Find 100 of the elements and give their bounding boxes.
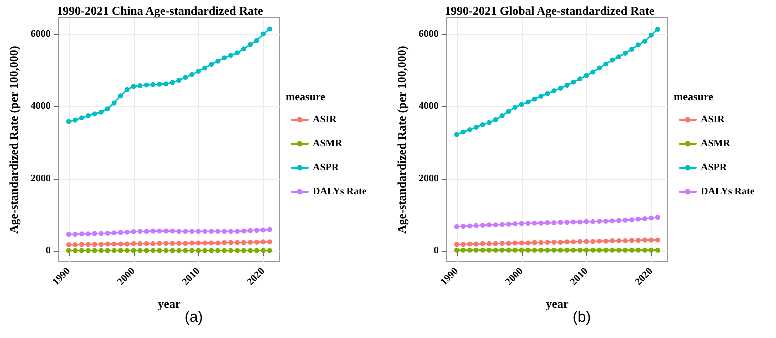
point — [454, 248, 460, 253]
point — [216, 229, 221, 234]
point — [578, 220, 583, 225]
point — [112, 248, 117, 254]
point — [571, 80, 576, 85]
point — [454, 242, 460, 248]
point — [512, 240, 518, 246]
point — [66, 232, 72, 238]
point — [176, 229, 182, 234]
legend-label: ASPR — [313, 162, 340, 174]
y-axis-title: Age-standardized Rate (per 100,000) — [7, 46, 21, 234]
point — [578, 248, 583, 253]
point — [66, 248, 72, 254]
point — [222, 56, 228, 61]
point — [532, 248, 538, 253]
point — [532, 96, 538, 102]
y-axis-title: Age-standardized Rate (per 100,000) — [395, 46, 409, 234]
point — [578, 239, 583, 244]
point — [86, 232, 91, 237]
point — [228, 240, 234, 246]
point — [150, 228, 156, 234]
point — [506, 222, 512, 227]
point — [480, 241, 486, 246]
point — [170, 80, 176, 86]
point — [538, 220, 544, 226]
point — [610, 248, 616, 253]
point — [242, 228, 247, 234]
point — [228, 53, 234, 58]
point — [486, 120, 492, 126]
point — [636, 42, 641, 48]
point — [474, 248, 479, 253]
point — [98, 242, 104, 248]
point — [519, 248, 524, 253]
point — [144, 248, 150, 254]
point — [564, 240, 570, 245]
point — [493, 241, 498, 246]
point — [112, 242, 117, 247]
point — [584, 219, 590, 224]
point — [545, 248, 550, 253]
point — [164, 82, 169, 87]
legend-label: ASMR — [313, 138, 344, 150]
point — [170, 228, 176, 234]
point — [519, 240, 524, 246]
point — [630, 238, 635, 244]
point — [254, 240, 260, 245]
point — [112, 100, 117, 106]
point — [254, 38, 260, 44]
point — [183, 241, 188, 246]
point — [66, 119, 72, 124]
point — [222, 240, 228, 246]
point — [538, 94, 544, 99]
point — [623, 50, 628, 56]
point — [235, 229, 240, 234]
point — [144, 229, 150, 234]
y-tick-label: 0 — [46, 246, 51, 257]
point — [655, 248, 660, 253]
point — [222, 248, 228, 254]
point — [196, 240, 202, 246]
point — [597, 238, 602, 244]
point — [636, 238, 641, 244]
point — [564, 220, 570, 226]
point — [506, 248, 512, 253]
point — [260, 32, 266, 37]
point — [98, 231, 104, 236]
point — [86, 113, 91, 118]
point — [209, 240, 214, 246]
point — [616, 238, 622, 244]
x-axis-title: year — [158, 297, 182, 311]
point — [552, 220, 557, 226]
point — [242, 240, 247, 246]
point — [248, 42, 253, 48]
point — [597, 219, 602, 224]
point — [79, 116, 84, 121]
y-tick-label: 2000 — [418, 173, 439, 184]
point — [105, 106, 110, 112]
point — [170, 241, 176, 246]
point — [474, 125, 479, 130]
point — [474, 223, 479, 228]
point — [183, 75, 188, 80]
point — [144, 82, 150, 88]
point — [590, 239, 596, 244]
point — [571, 248, 576, 253]
point — [235, 50, 240, 56]
point — [623, 248, 628, 253]
point — [486, 248, 492, 253]
point — [209, 248, 214, 254]
point — [235, 248, 240, 254]
point — [228, 248, 234, 254]
point — [493, 222, 498, 228]
point — [616, 54, 622, 60]
point — [248, 240, 253, 245]
point — [610, 218, 616, 224]
point — [474, 242, 479, 247]
point — [209, 62, 214, 68]
point — [526, 240, 531, 246]
point — [460, 248, 466, 253]
point — [558, 220, 564, 226]
point — [176, 248, 182, 254]
point — [636, 248, 641, 253]
point — [655, 215, 660, 220]
